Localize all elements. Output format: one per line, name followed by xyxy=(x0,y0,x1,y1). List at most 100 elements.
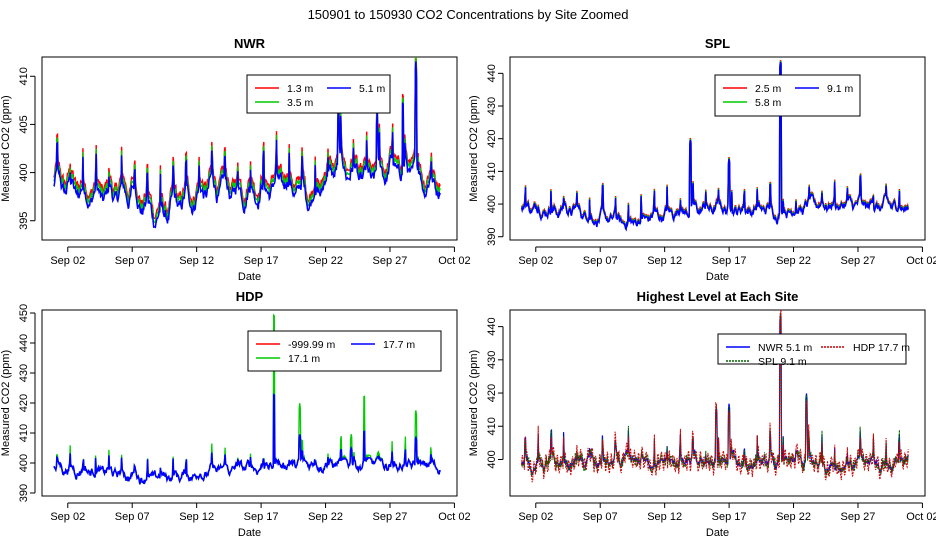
plot-frame xyxy=(509,309,926,497)
chart-panel-2: HDP Sep 02 Sep 07 Sep 12 Sep 17 Sep 22 Sep 27 O… xyxy=(0,289,471,539)
legend-label: 5.1 m xyxy=(359,83,386,95)
legend: 2.5 m 9.1 m 5.8 m xyxy=(714,74,861,117)
y-tick-label: 420 xyxy=(486,130,498,148)
x-axis-label: Date xyxy=(238,527,261,539)
x-tick-label: Sep 27 xyxy=(841,255,876,267)
series-line-blue xyxy=(53,393,441,485)
legend-label: 9.1 m xyxy=(827,83,854,95)
legend-label: 2.5 m xyxy=(755,83,782,95)
x-tick-label: Sep 07 xyxy=(583,255,618,267)
legend: NWR 5.1 m HDP 17.7 m SPL 9.1 m xyxy=(717,333,910,368)
series-line-darkred xyxy=(521,310,909,483)
x-tick-label: Sep 12 xyxy=(179,255,214,267)
x-tick-label: Sep 07 xyxy=(115,255,150,267)
legend-label: NWR 5.1 m xyxy=(758,342,813,354)
panel-title: HDP xyxy=(236,289,264,304)
x-tick-label: Sep 22 xyxy=(776,255,811,267)
x-tick-label: Sep 22 xyxy=(308,255,343,267)
legend-label: 3.5 m xyxy=(287,97,314,109)
y-tick-label: 405 xyxy=(18,115,30,133)
y-tick-label: 450 xyxy=(18,304,30,322)
plot-frame xyxy=(509,56,926,241)
x-tick-label: Oct 02 xyxy=(906,511,936,523)
legend-label: 17.1 m xyxy=(288,353,320,365)
x-tick-label: Sep 17 xyxy=(244,511,279,523)
x-tick-label: Sep 22 xyxy=(776,511,811,523)
legend-box xyxy=(247,330,442,372)
x-tick-label: Sep 02 xyxy=(518,255,553,267)
legend-label: 17.7 m xyxy=(383,339,415,351)
x-tick-label: Sep 07 xyxy=(583,511,618,523)
figure-title: 150901 to 150930 CO2 Concentrations by S… xyxy=(308,7,629,22)
x-tick-label: Sep 02 xyxy=(518,511,553,523)
panel-title: Highest Level at Each Site xyxy=(637,289,799,304)
chart-panel-0: NWR Sep 02 Sep 07 Sep 12 Sep 17 Sep 22 Sep 27 O… xyxy=(0,36,471,283)
y-tick-label: 410 xyxy=(486,417,498,435)
x-tick-label: Sep 27 xyxy=(841,511,876,523)
y-tick-label: 430 xyxy=(486,97,498,115)
x-tick-label: Sep 12 xyxy=(179,511,214,523)
legend-label: 5.8 m xyxy=(755,97,782,109)
plot-lines xyxy=(521,310,909,483)
series-line-darkgreen xyxy=(521,311,909,478)
y-tick-label: 400 xyxy=(18,454,30,472)
x-tick-label: Sep 17 xyxy=(244,255,279,267)
y-tick-label: 440 xyxy=(486,64,498,82)
y-tick-label: 400 xyxy=(486,195,498,213)
x-tick-label: Oct 02 xyxy=(438,255,470,267)
y-tick-label: 410 xyxy=(486,162,498,180)
y-axis-label: Measured CO2 (ppm) xyxy=(468,95,480,201)
y-tick-label: 430 xyxy=(486,351,498,369)
y-axis-label: Measured CO2 (ppm) xyxy=(0,95,12,201)
y-tick-label: 390 xyxy=(18,484,30,502)
x-tick-label: Sep 22 xyxy=(308,511,343,523)
x-tick-label: Sep 17 xyxy=(712,255,747,267)
y-axis-label: Measured CO2 (ppm) xyxy=(0,350,12,456)
x-tick-label: Sep 27 xyxy=(373,511,408,523)
x-tick-label: Sep 12 xyxy=(647,511,682,523)
y-axis-label: Measured CO2 (ppm) xyxy=(468,350,480,456)
legend-label: HDP 17.7 m xyxy=(853,342,910,354)
chart-panel-1: SPL Sep 02 Sep 07 Sep 12 Sep 17 Sep 22 Sep 27 O… xyxy=(468,36,936,283)
x-tick-label: Oct 02 xyxy=(906,255,936,267)
legend: 1.3 m 5.1 m 3.5 m xyxy=(246,74,391,114)
plot-frame xyxy=(41,56,458,241)
x-tick-label: Sep 17 xyxy=(712,511,747,523)
legend-label: 1.3 m xyxy=(287,83,314,95)
y-tick-label: 420 xyxy=(486,384,498,402)
y-tick-label: 430 xyxy=(18,364,30,382)
y-tick-label: 395 xyxy=(18,212,30,230)
legend: -999.99 m 17.7 m 17.1 m xyxy=(247,330,442,372)
x-axis-label: Date xyxy=(238,271,261,283)
plot-lines xyxy=(53,313,441,485)
x-tick-label: Oct 02 xyxy=(438,511,470,523)
x-tick-label: Sep 12 xyxy=(647,255,682,267)
plot-lines xyxy=(53,57,441,229)
y-tick-label: 410 xyxy=(18,424,30,442)
legend-label: SPL 9.1 m xyxy=(758,356,807,368)
y-tick-label: 440 xyxy=(18,334,30,352)
x-tick-label: Sep 27 xyxy=(373,255,408,267)
legend-box xyxy=(246,74,391,114)
y-tick-label: 440 xyxy=(486,317,498,335)
x-axis-label: Date xyxy=(706,271,729,283)
x-tick-label: Sep 07 xyxy=(115,511,150,523)
panel-title: NWR xyxy=(234,36,266,51)
x-tick-label: Sep 02 xyxy=(50,255,85,267)
legend-label: -999.99 m xyxy=(288,339,336,351)
x-tick-label: Sep 02 xyxy=(50,511,85,523)
chart-panel-3: Highest Level at Each Site Sep 02 Sep 07 Se… xyxy=(468,289,936,539)
plot-lines xyxy=(520,60,909,232)
panel-title: SPL xyxy=(705,36,730,51)
y-tick-label: 390 xyxy=(486,228,498,246)
legend-box xyxy=(717,333,907,365)
plot-frame xyxy=(41,309,458,497)
x-axis-label: Date xyxy=(706,527,729,539)
legend-box xyxy=(714,74,861,117)
y-tick-label: 400 xyxy=(486,450,498,468)
y-tick-label: 420 xyxy=(18,394,30,412)
series-line-blue xyxy=(53,61,441,229)
y-tick-label: 400 xyxy=(18,163,30,181)
y-tick-label: 410 xyxy=(18,67,30,85)
